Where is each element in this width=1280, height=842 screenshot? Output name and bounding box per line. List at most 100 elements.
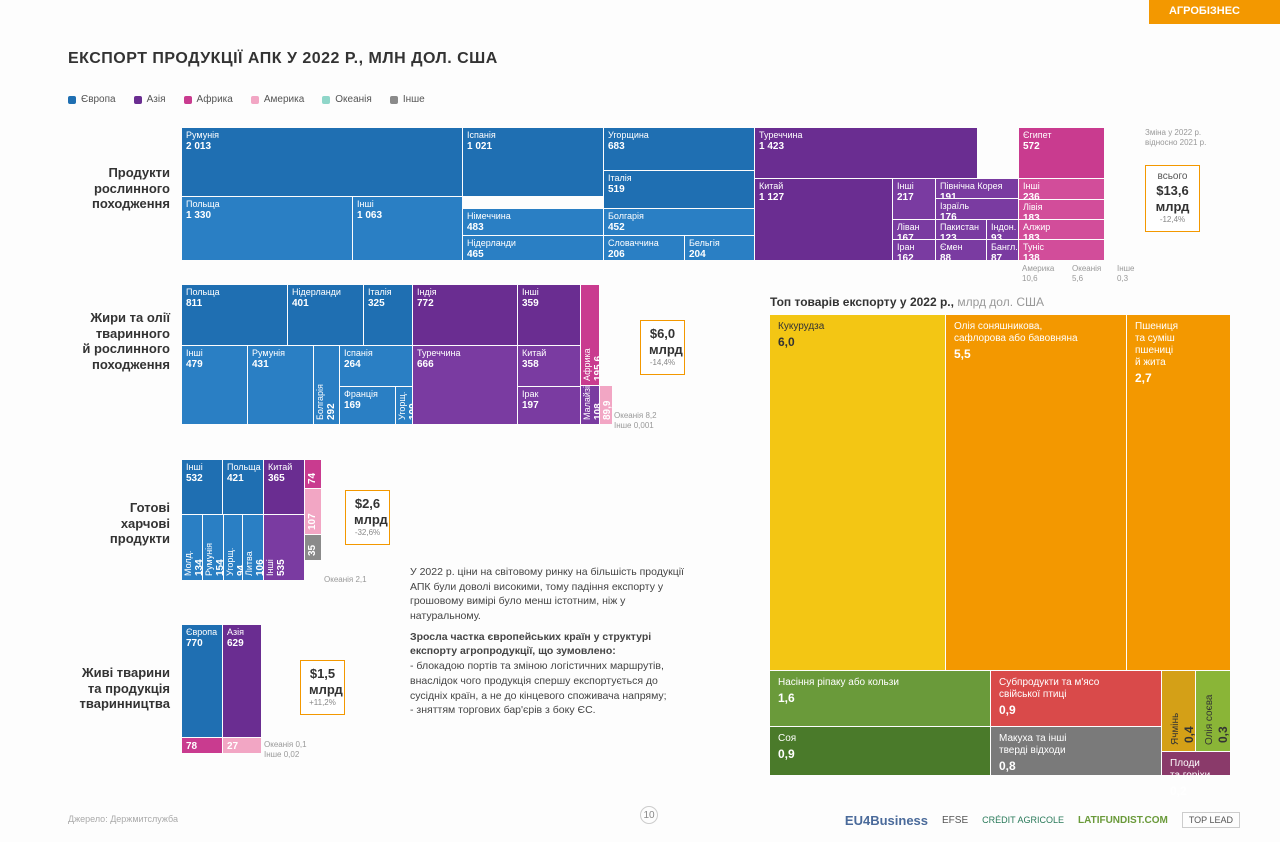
treemap-cell: Алжир183 xyxy=(1019,220,1104,239)
logo: TOP LEAD xyxy=(1182,812,1240,828)
treemap-cell: 107 xyxy=(305,489,321,534)
body-li2: - зняттям торгових бар'єрів з боку ЄС. xyxy=(410,703,690,718)
cell-value: 629 xyxy=(227,638,257,649)
treemap-plant: Румунія2 013Іспанія1 021Угорщина683Італі… xyxy=(182,128,1105,261)
cell-value: 359 xyxy=(522,298,576,309)
cell-value: 483 xyxy=(467,222,599,233)
cell-value: 191 xyxy=(940,192,1014,198)
cell-value: 93 xyxy=(991,233,1014,239)
cell-value: 78 xyxy=(186,741,218,752)
treemap-cell: Європа770 xyxy=(182,625,222,737)
cell-name: Африка xyxy=(583,289,593,381)
cell-value: 452 xyxy=(608,222,750,233)
treemap-cell: Інші479 xyxy=(182,346,247,424)
treemap-cell: Інші1 063 xyxy=(353,197,462,260)
cell-value: 292 xyxy=(326,350,337,420)
goods-cell: Олія соєва0,3 xyxy=(1196,671,1230,751)
cell-value: 176 xyxy=(940,212,1014,219)
section-header: АГРОБІЗНЕС xyxy=(1149,0,1280,24)
cell-name: Китай xyxy=(268,463,300,473)
treemap-cell: Інші532 xyxy=(182,460,222,514)
cell-name: Румунія xyxy=(205,519,215,576)
body-text: У 2022 р. ціни на світовому ринку на біл… xyxy=(410,565,690,718)
animal-unit: млрд xyxy=(309,682,343,697)
cell-name: Інші xyxy=(522,288,576,298)
cell-name: Європа xyxy=(186,628,218,638)
cell-value: 87 xyxy=(991,253,1014,260)
cell-name: Бельгія xyxy=(689,239,750,249)
top-goods-title: Топ товарів експорту у 2022 р., млрд дол… xyxy=(770,295,1044,309)
treemap-cell: Бельгія204 xyxy=(685,236,754,260)
treemap-cell: Нідерланди401 xyxy=(288,285,363,345)
total-badge: всього $13,6млрд -12,4% xyxy=(1145,165,1200,232)
goods-cell: Кукурудза6,0 xyxy=(770,315,945,670)
cell-value: 154 xyxy=(215,519,223,576)
goods-cell: Соя0,9 xyxy=(770,727,990,775)
goods-cell: Насіння ріпаку або кользи1,6 xyxy=(770,671,990,726)
cell-value: 89,9 xyxy=(602,390,612,420)
total-value: $13,6 xyxy=(1156,183,1189,198)
legend-label: Європа xyxy=(81,94,116,105)
goods-value: 0,8 xyxy=(999,759,1153,773)
cell-value: 479 xyxy=(186,359,243,370)
treemap-cell: Іспанія1 021 xyxy=(463,128,603,196)
cell-name: Ірак xyxy=(522,390,576,400)
logo: CRÉDIT AGRICOLE xyxy=(982,815,1064,825)
cell-name: Литва xyxy=(245,519,255,576)
cell-name: Індон. xyxy=(991,223,1014,233)
treemap-cell: Угорщ.109 xyxy=(396,387,412,424)
fats-change: -14,4% xyxy=(650,358,675,367)
treemap-cell: 35 xyxy=(305,535,321,560)
cell-name: Словаччина xyxy=(608,239,680,249)
goods-name: Субпродукти та м'ясо свійської птиці xyxy=(999,677,1153,701)
cell-value: 162 xyxy=(897,253,931,260)
cell-name: Румунія xyxy=(252,349,309,359)
total-unit: млрд xyxy=(1156,199,1190,214)
treemap-cell: Інші359 xyxy=(518,285,580,345)
treemap-cell: Болгарія452 xyxy=(604,209,754,235)
cell-value: 365 xyxy=(268,473,300,484)
goods-value: 2,7 xyxy=(1135,371,1222,385)
goods-name: Олія соняшникова, сафлорова або бавовнян… xyxy=(954,321,1118,345)
cell-name: Італія xyxy=(608,174,750,184)
treemap-cell: Лівія183 xyxy=(1019,200,1104,219)
treemap-cell: 78 xyxy=(182,738,222,753)
treemap-food: Інші532Польща421Китай36574107Молд.134Рум… xyxy=(182,460,342,585)
goods-value: 1,6 xyxy=(778,691,982,705)
goods-cell: Пшениця та суміш пшениці й жита2,7 xyxy=(1127,315,1230,670)
treemap-cell: Азія629 xyxy=(223,625,261,737)
cell-value: 666 xyxy=(417,359,513,370)
legend-item: Африка xyxy=(184,94,233,105)
small-note: Океанія 5,6 xyxy=(1072,264,1101,283)
goods-cell: Плоди та горіхи0,2 xyxy=(1162,752,1230,775)
cell-name: Угорщ. xyxy=(398,391,408,420)
legend-swatch xyxy=(322,96,330,104)
treemap-cell: 74 xyxy=(305,460,321,488)
treemap-cell: Ізраїль176 xyxy=(936,199,1018,219)
cell-value: 572 xyxy=(1023,141,1100,152)
treemap-cell: Північна Корея191 xyxy=(936,179,1018,198)
body-p2: Зросла частка європейських країн у струк… xyxy=(410,631,651,658)
treemap-cell: Туніс138 xyxy=(1019,240,1104,260)
small-note: Інше 0,3 xyxy=(1117,264,1135,283)
logo: EFSE xyxy=(942,815,968,826)
cell-value: 109 xyxy=(408,391,412,420)
cell-name: Інші xyxy=(357,200,458,210)
cell-value: 27 xyxy=(227,741,257,752)
cell-value: 204 xyxy=(689,249,750,260)
cell-value: 519 xyxy=(608,184,750,195)
legend-swatch xyxy=(134,96,142,104)
cell-value: 465 xyxy=(467,249,599,260)
treemap-cell: Литва106 xyxy=(243,515,263,580)
cell-value: 770 xyxy=(186,638,218,649)
change-note: Зміна у 2022 р. відносно 2021 р. xyxy=(1145,128,1206,147)
legend-item: Америка xyxy=(251,94,304,105)
fats-badge: $6,0млрд -14,4% xyxy=(640,320,685,375)
food-badge: $2,6млрд -32,6% xyxy=(345,490,390,545)
food-unit: млрд xyxy=(354,512,388,527)
page-title: ЕКСПОРТ ПРОДУКЦІЇ АПК У 2022 Р., МЛН ДОЛ… xyxy=(68,50,498,68)
treemap-cell: Китай1 127 xyxy=(755,179,892,260)
top-goods-unit: млрд дол. США xyxy=(957,295,1044,309)
treemap-cell: Молд.134 xyxy=(182,515,202,580)
cell-name: Алжир xyxy=(1023,223,1100,233)
